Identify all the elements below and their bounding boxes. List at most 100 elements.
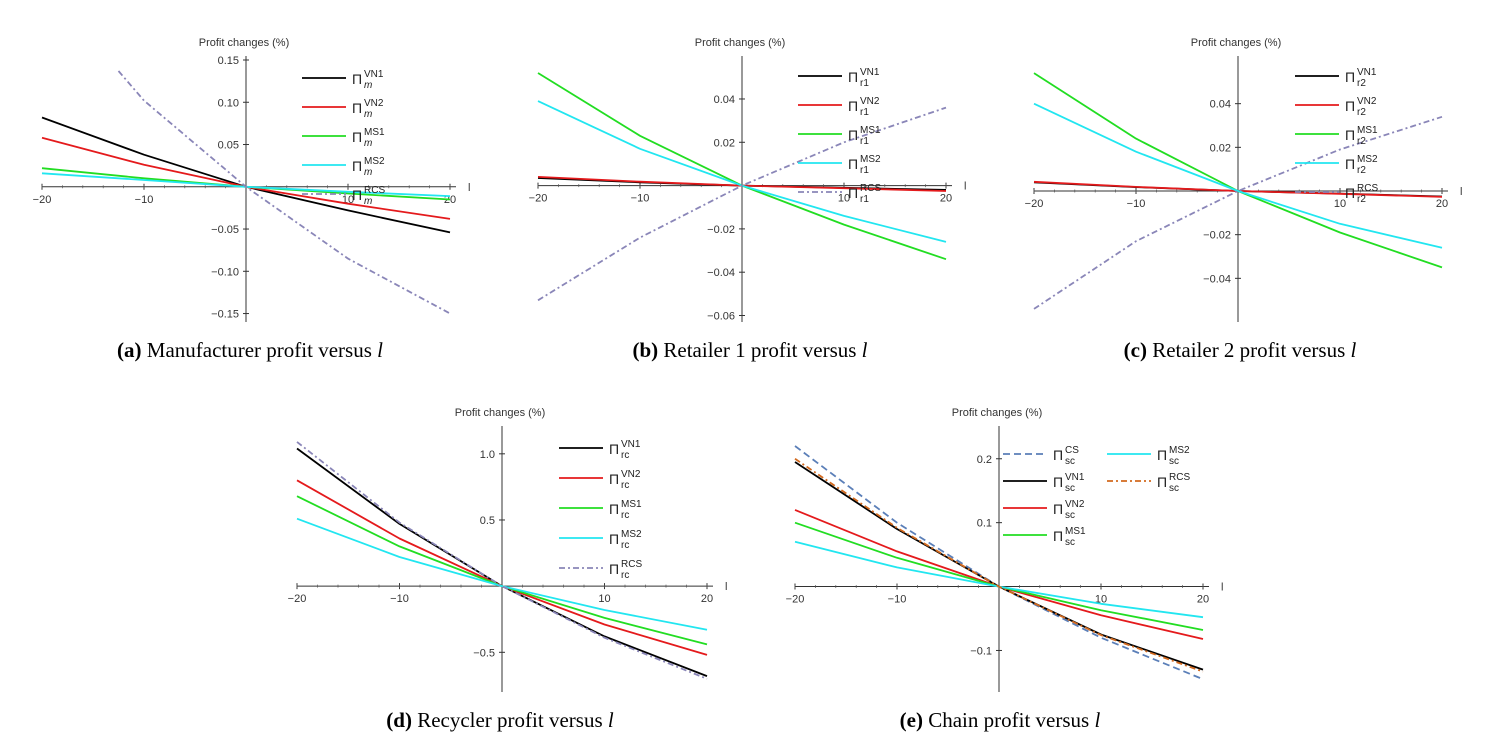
chart-panel-d: Profit changes (%) l −20 −10 10 20 1.0 0.5 −0.5 Π… [255, 400, 755, 700]
legend-label: Π [609, 441, 619, 457]
legend-sub: sc [1169, 483, 1179, 494]
legend-sup: VN1 [621, 439, 641, 450]
chart-panel-c: Profit changes (%) l −20 −10 10 20 0.04 0.02 −0.… [1000, 30, 1499, 330]
x-tick-label: −10 [631, 193, 650, 205]
legend-label: Π [1345, 127, 1355, 143]
series-line-ms2 [1033, 102, 1443, 249]
y-tick-label: −0.1 [970, 645, 992, 657]
legend-sub: r1 [860, 165, 869, 176]
legend-sub: r1 [860, 107, 869, 118]
y-axis-label: Profit changes (%) [1191, 37, 1281, 49]
legend-sub: m [364, 109, 372, 120]
caption-letter: (b) [632, 338, 659, 362]
series-line-rcs [1033, 115, 1443, 310]
x-tick-label: 20 [1197, 594, 1209, 606]
x-tick-label: 20 [1436, 198, 1448, 210]
x-tick-label: 20 [701, 593, 713, 605]
legend-sup: MS2 [1357, 154, 1378, 165]
legend-sub: rc [621, 570, 629, 581]
caption-letter: (a) [117, 338, 142, 362]
x-tick-label: 20 [940, 193, 952, 205]
y-tick-label: 0.04 [714, 94, 735, 106]
legend-sup: RCS [1169, 472, 1190, 483]
caption-letter: (c) [1123, 338, 1147, 362]
legend-sup: VN1 [364, 69, 384, 80]
legend-label: Π [848, 185, 858, 201]
legend-sub: r1 [860, 78, 869, 89]
legend-sup: VN1 [1065, 472, 1085, 483]
chart-svg: Profit changes (%) l −20 −10 10 20 0.04 0.02 −0.… [529, 37, 967, 323]
x-tick-label: 10 [838, 193, 850, 205]
caption-e: (e) Chain profit versus l [840, 708, 1160, 733]
legend-sub: sc [1065, 510, 1075, 521]
x-tick-label: −10 [888, 594, 907, 606]
y-tick-label: −0.5 [473, 647, 495, 659]
legend-sup: MS1 [860, 125, 881, 136]
legend-label: Π [609, 471, 619, 487]
y-tick-label: −0.02 [1203, 230, 1231, 242]
x-tick-label: 10 [1334, 198, 1346, 210]
x-tick-label: −20 [288, 593, 307, 605]
legend-label: Π [1053, 501, 1063, 517]
legend-sup: RCS [621, 559, 642, 570]
chart-svg: Profit changes (%) l −20 −10 10 20 1.0 0.5 −0.5 Π… [288, 407, 727, 692]
y-tick-label: −0.15 [211, 309, 239, 321]
legend-sub: r2 [1357, 107, 1366, 118]
series-line-rcs [296, 441, 708, 680]
x-axis-label: l [1460, 186, 1462, 198]
x-axis-label: l [964, 181, 966, 193]
legend-sup: MS1 [1357, 125, 1378, 136]
legend-sup: MS2 [860, 154, 881, 165]
series-line-ms2 [296, 517, 708, 631]
y-axis-label: Profit changes (%) [455, 407, 545, 419]
legend-sub: rc [621, 510, 629, 521]
legend-label: Π [609, 561, 619, 577]
legend-sub: rc [621, 480, 629, 491]
legend-label: Π [1053, 447, 1063, 463]
y-tick-label: 1.0 [480, 449, 495, 461]
caption-d: (d) Recycler profit versus l [340, 708, 660, 733]
caption-letter: (e) [899, 708, 923, 732]
legend-sub: r1 [860, 136, 869, 147]
series-line-rcs [117, 70, 451, 315]
caption-text: Retailer 1 profit versus [663, 338, 862, 362]
y-tick-label: 0.04 [1210, 99, 1231, 111]
legend-label: Π [352, 158, 362, 174]
legend-sup: VN1 [1357, 67, 1377, 78]
chart-panel-b: Profit changes (%) l −20 −10 10 20 0.04 0.02 −0.… [500, 30, 1000, 330]
legend-sup: VN2 [860, 96, 880, 107]
legend-sub: r2 [1357, 194, 1366, 205]
legend-label: Π [352, 187, 362, 203]
legend-label: Π [1345, 98, 1355, 114]
legend-sup: VN1 [860, 67, 880, 78]
legend-sup: CS [1065, 445, 1079, 456]
x-tick-label: −10 [135, 194, 154, 206]
legend-sub: sc [1065, 456, 1075, 467]
x-axis-label: l [468, 182, 470, 194]
legend-sub: m [364, 138, 372, 149]
chart-svg: Profit changes (%)l−20 −10 10 200.150.100.0… [33, 37, 470, 322]
y-axis-label: Profit changes (%) [199, 37, 289, 49]
legend-sup: MS1 [621, 499, 642, 510]
legend-sub: sc [1065, 537, 1075, 548]
caption-text: Chain profit versus [928, 708, 1095, 732]
caption-text: Recycler profit versus [417, 708, 608, 732]
y-tick-label: 0.02 [714, 137, 735, 149]
legend-sub: m [364, 80, 372, 91]
y-tick-label: 0.5 [480, 515, 495, 527]
legend-sub: m [364, 167, 372, 178]
legend-sup: MS2 [621, 529, 642, 540]
